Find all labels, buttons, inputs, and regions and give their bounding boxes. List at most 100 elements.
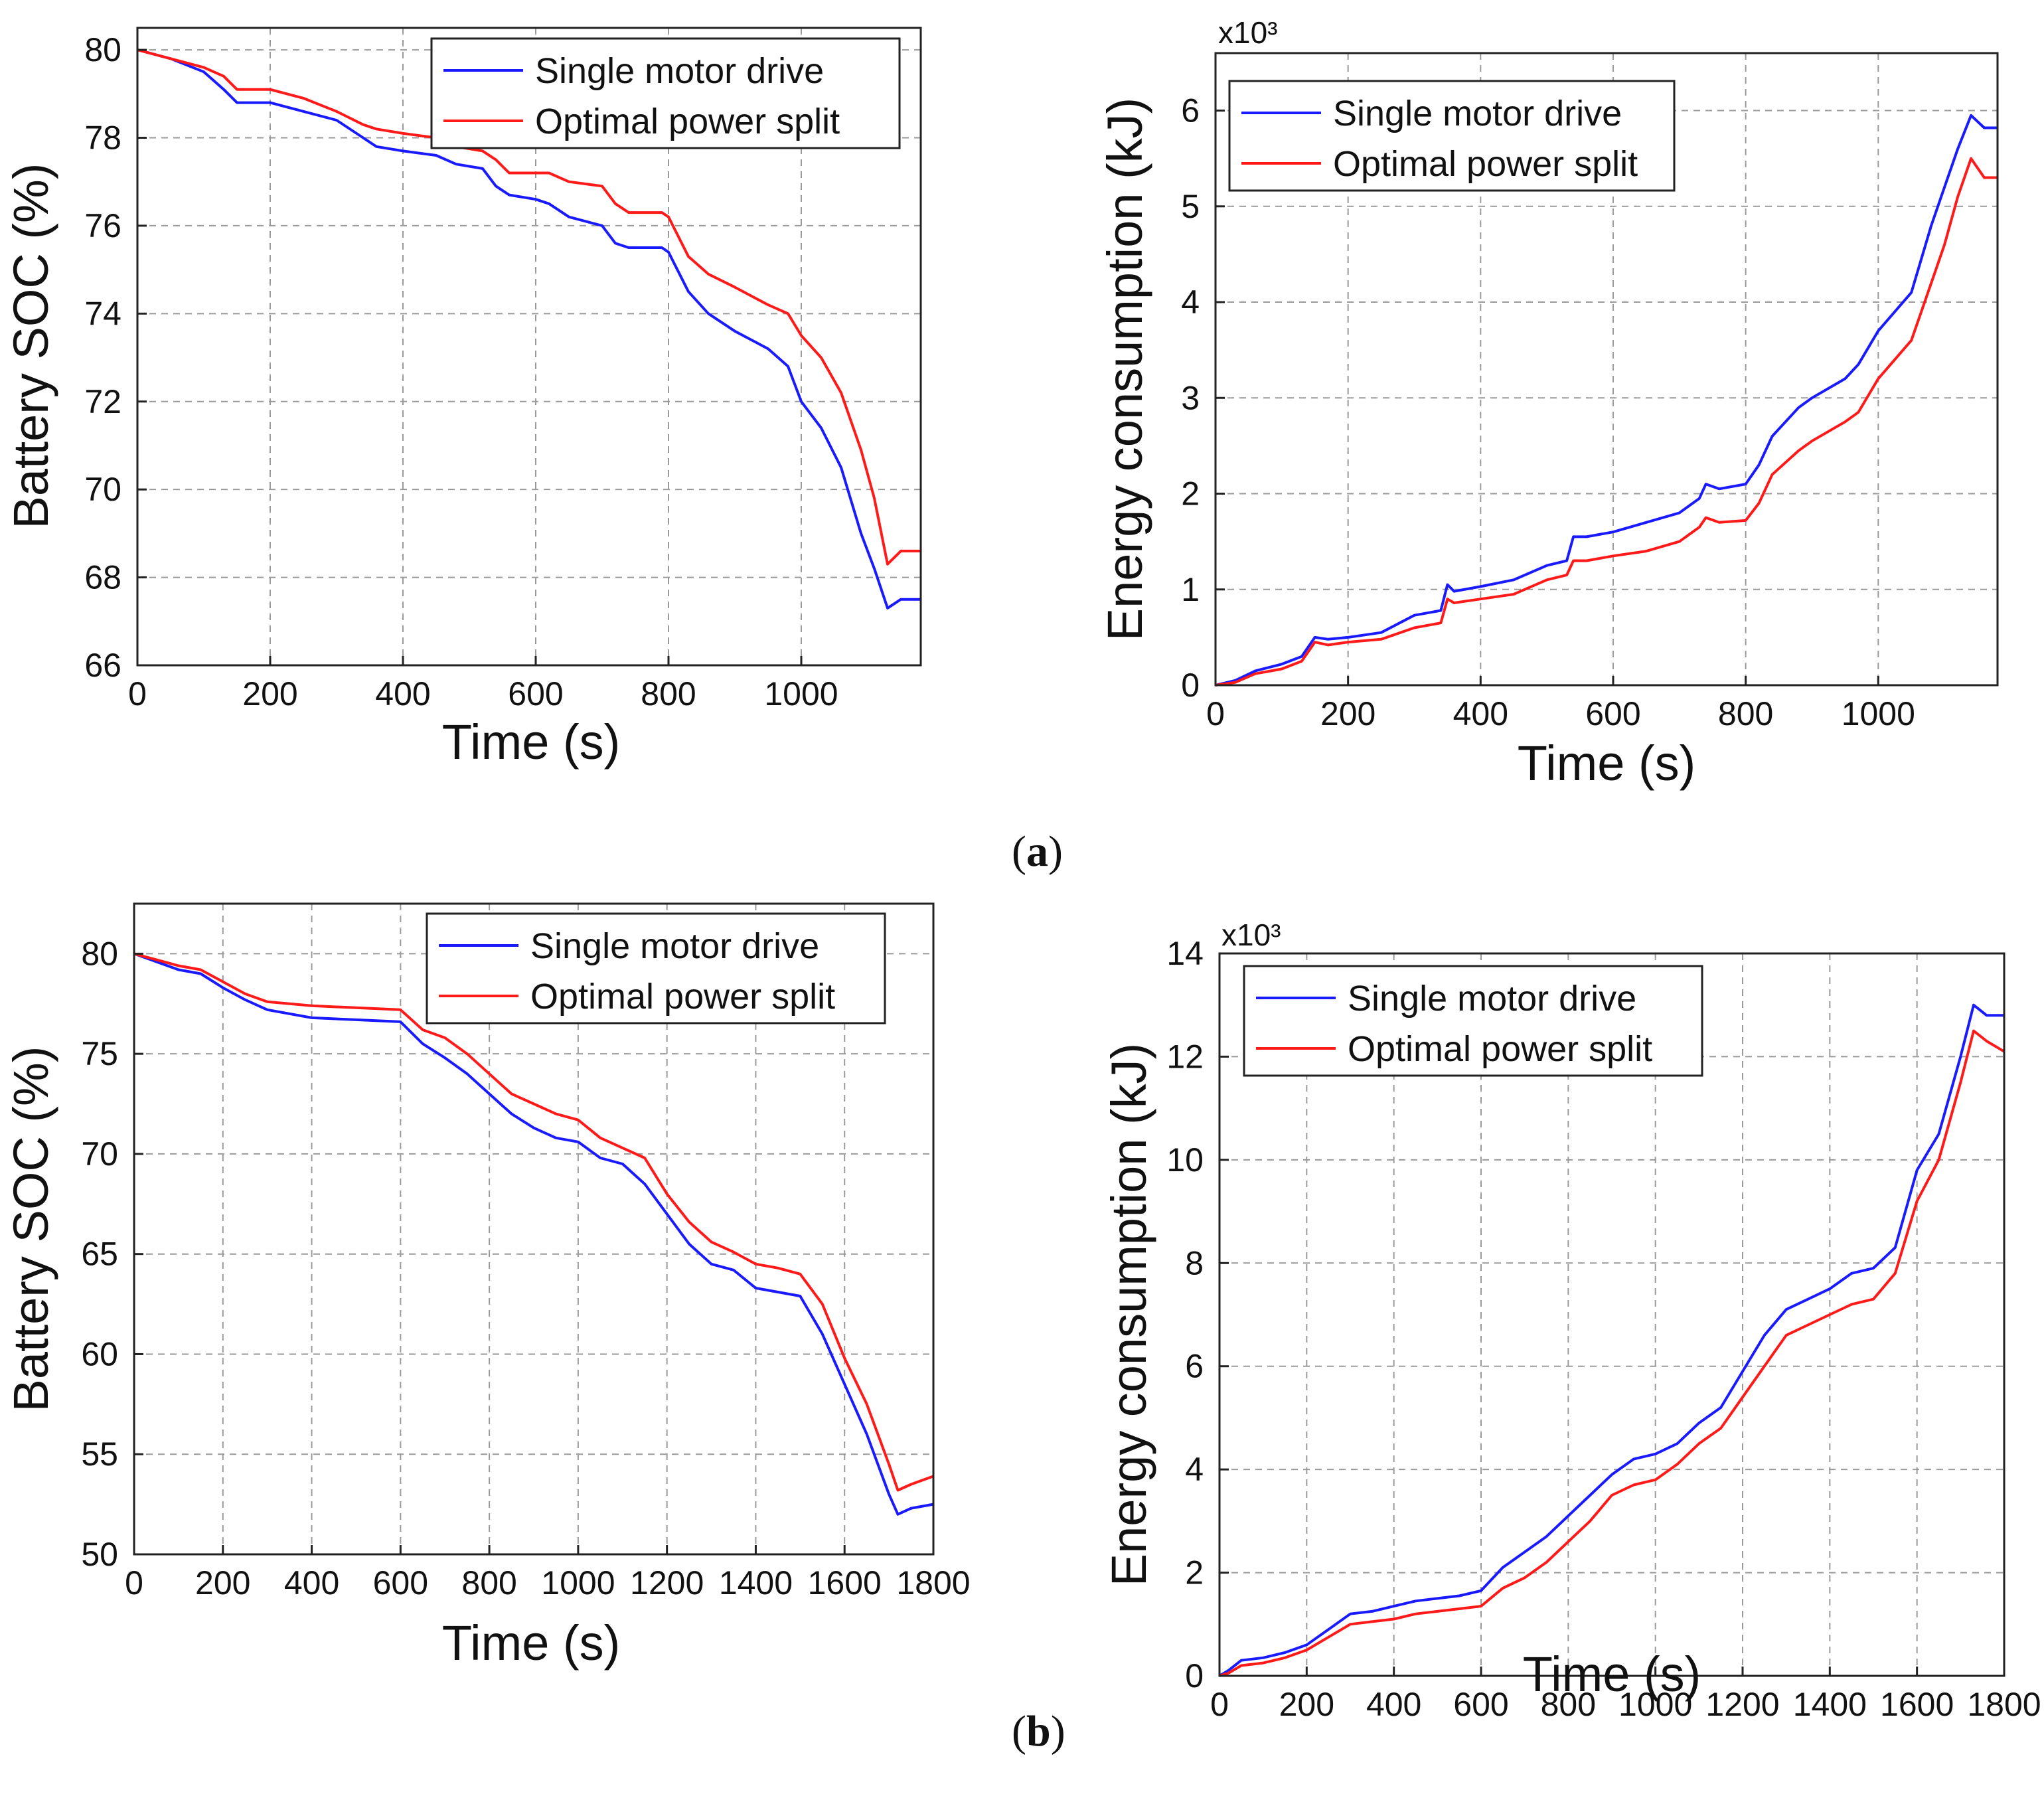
y-tick-label: 80	[84, 31, 121, 68]
y-tick-label: 66	[84, 647, 121, 684]
x-tick-label: 200	[1279, 1686, 1334, 1723]
legend-box	[430, 37, 901, 149]
legend-box	[426, 912, 886, 1024]
x-axis-label: Time (s)	[442, 714, 621, 770]
y-tick-label: 80	[81, 935, 118, 972]
x-tick-label: 1800	[1967, 1686, 2041, 1723]
legend-label: Optimal power split	[530, 977, 835, 1017]
y-tick-label: 4	[1181, 284, 1200, 321]
y-tick-label: 0	[1185, 1657, 1204, 1694]
series-line-single-motor-drive	[1215, 114, 1998, 687]
chart-a-energy: 0 200 400 600 800 1000 0 1 2 3 4 5 6 Time (s) Energy c…	[1097, 15, 1999, 791]
legend-label: Optimal power split	[1333, 144, 1638, 184]
x-tick-label: 1200	[1705, 1686, 1779, 1723]
x-tick-label: 0	[1210, 1686, 1229, 1723]
x-tick-label: 600	[1453, 1686, 1508, 1723]
caption-a: (a)	[1012, 827, 1063, 876]
x-tick-label: 400	[284, 1564, 339, 1601]
series-line-optimal-power-split	[137, 48, 921, 566]
y-tick-label: 78	[84, 120, 121, 157]
legend-label: Optimal power split	[1348, 1029, 1652, 1069]
x-tick-label: 1400	[719, 1564, 793, 1601]
y-tick-label: 72	[84, 383, 121, 420]
y-axis-label: Battery SOC (%)	[3, 163, 58, 529]
x-tick-label: 400	[375, 675, 430, 712]
y-tick-label: 1	[1181, 571, 1200, 608]
y-tick-label: 8	[1185, 1244, 1204, 1281]
x-tick-label: 200	[195, 1564, 250, 1601]
plot-frame	[1214, 52, 1999, 687]
y-tick-label: 12	[1166, 1038, 1204, 1075]
y-tick-label: 4	[1185, 1451, 1204, 1488]
x-tick-label: 1000	[764, 675, 838, 712]
plot-frame	[1218, 952, 2005, 1677]
caption-b: (b)	[1012, 1707, 1065, 1756]
x-tick-label: 1000	[1842, 695, 1915, 732]
x-tick-label: 1800	[896, 1564, 970, 1601]
y-tick-label: 2	[1181, 475, 1200, 513]
y-tick-label: 10	[1166, 1141, 1204, 1179]
y-tick-label: 55	[81, 1435, 118, 1473]
series-line-optimal-power-split	[1215, 157, 1998, 687]
series-line-single-motor-drive	[137, 48, 921, 610]
x-tick-label: 200	[1320, 695, 1376, 732]
x-tick-label: 1600	[808, 1564, 882, 1601]
legend-label: Single motor drive	[535, 51, 824, 91]
series-line-optimal-power-split	[133, 952, 934, 1492]
x-tick-label: 1200	[630, 1564, 704, 1601]
x-tick-label: 1400	[1793, 1686, 1867, 1723]
chart-b-energy: 0 200 400 600 800 1000 1200 1400 1600 1800 0 2 4 6 8 10…	[1101, 918, 2041, 1723]
legend-box	[1228, 80, 1676, 192]
x-tick-label: 400	[1453, 695, 1508, 732]
x-tick-label: 600	[508, 675, 563, 712]
y-tick-label: 2	[1185, 1554, 1204, 1592]
y-tick-label: 14	[1166, 935, 1204, 972]
legend-label: Single motor drive	[1333, 94, 1622, 133]
y-tick-label: 75	[81, 1035, 118, 1072]
y-tick-label: 74	[84, 295, 121, 332]
legend-label: Single motor drive	[530, 926, 819, 966]
x-tick-label: 0	[125, 1564, 143, 1601]
legend-label: Single motor drive	[1348, 979, 1636, 1019]
x-tick-label: 1000	[541, 1564, 615, 1601]
legend-box	[1243, 965, 1703, 1077]
x-tick-label: 0	[128, 675, 147, 712]
y-tick-label: 65	[81, 1236, 118, 1273]
y-tick-label: 6	[1185, 1348, 1204, 1385]
x-tick-label: 1600	[1880, 1686, 1954, 1723]
x-tick-label: 800	[1541, 1686, 1596, 1723]
y-tick-label: 70	[84, 471, 121, 508]
plot-frame	[133, 902, 935, 1556]
y-tick-label: 6	[1181, 92, 1200, 129]
series-line-single-motor-drive	[1218, 1003, 2004, 1677]
x-axis-label: Time (s)	[442, 1615, 621, 1671]
x-tick-label: 600	[373, 1564, 428, 1601]
axis-multiplier: x10³	[1218, 15, 1277, 50]
x-tick-label: 800	[461, 1564, 516, 1601]
chart-b-soc: 0 200 400 600 800 1000 1200 1400 1600 1800 50 55 60 6…	[3, 902, 971, 1671]
x-tick-label: 1000	[1618, 1686, 1692, 1723]
series-line-single-motor-drive	[133, 952, 934, 1516]
y-axis-label: Energy consumption (kJ)	[1097, 98, 1152, 641]
x-tick-label: 400	[1366, 1686, 1421, 1723]
y-axis-label: Battery SOC (%)	[3, 1046, 58, 1412]
y-tick-label: 0	[1181, 667, 1200, 704]
y-tick-label: 70	[81, 1135, 118, 1173]
x-axis-label: Time (s)	[1523, 1647, 1701, 1702]
x-tick-label: 800	[641, 675, 696, 712]
x-axis-label: Time (s)	[1518, 736, 1696, 791]
y-tick-label: 76	[84, 207, 121, 244]
y-tick-label: 60	[81, 1335, 118, 1372]
y-tick-label: 5	[1181, 188, 1200, 225]
chart-a-soc: 0 200 400 600 800 1000 66 68 70 72 74 76 78 80 Time (s…	[3, 27, 922, 770]
y-tick-label: 68	[84, 559, 121, 596]
y-axis-label: Energy consumption (kJ)	[1101, 1043, 1156, 1586]
x-tick-label: 600	[1585, 695, 1640, 732]
x-tick-label: 800	[1718, 695, 1773, 732]
y-tick-label: 3	[1181, 379, 1200, 416]
series-line-optimal-power-split	[1219, 1029, 2005, 1677]
legend-label: Optimal power split	[535, 102, 840, 141]
plot-frame	[136, 27, 922, 667]
x-tick-label: 0	[1206, 695, 1225, 732]
axis-multiplier: x10³	[1221, 918, 1281, 952]
